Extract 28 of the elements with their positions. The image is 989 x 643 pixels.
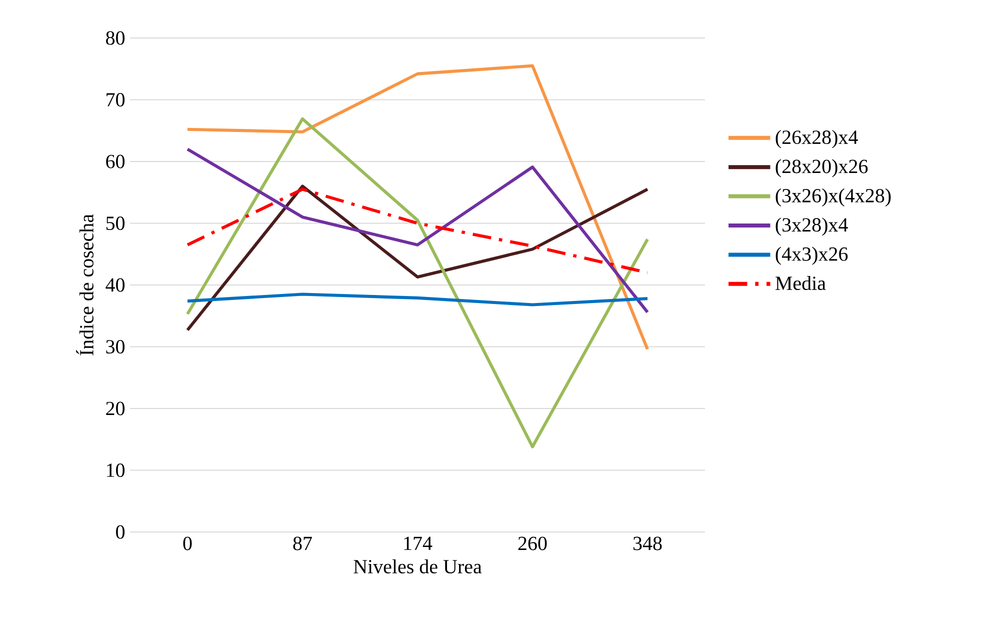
y-axis-title: Índice de cosecha xyxy=(76,214,94,356)
line-series xyxy=(186,64,650,351)
legend-label: (3x26)x(4x28) xyxy=(776,188,891,207)
legend-label: (3x28)x4 xyxy=(776,218,848,236)
line-series xyxy=(186,148,650,314)
x-tick-label: 348 xyxy=(633,536,662,550)
x-tick-label: 260 xyxy=(518,536,547,550)
x-tick-label: 87 xyxy=(293,536,312,550)
y-tick-label: 20 xyxy=(106,402,125,416)
legend-label: Media xyxy=(776,276,826,290)
y-tick-label: 10 xyxy=(107,464,125,477)
y-tick-label: 30 xyxy=(106,340,125,354)
x-tick-label: 0 xyxy=(183,536,192,550)
y-tick-label: 60 xyxy=(106,154,125,168)
x-axis-title: Niveles de Urea xyxy=(354,559,482,574)
legend-label: (4x3)x26 xyxy=(776,246,848,265)
line-series xyxy=(186,184,650,332)
legend-label: (26x28)x4 xyxy=(776,130,858,148)
y-tick-label: 40 xyxy=(106,278,125,292)
line-series xyxy=(186,188,650,274)
y-tick-label: 0 xyxy=(116,525,125,539)
y-tick-label: 50 xyxy=(106,216,125,230)
y-tick-label: 80 xyxy=(106,31,125,45)
legend-label: (28x20)x26 xyxy=(776,159,868,178)
line-series xyxy=(186,117,650,448)
line-series xyxy=(186,292,650,306)
y-tick-label: 70 xyxy=(106,93,125,106)
x-tick-label: 174 xyxy=(404,536,432,550)
